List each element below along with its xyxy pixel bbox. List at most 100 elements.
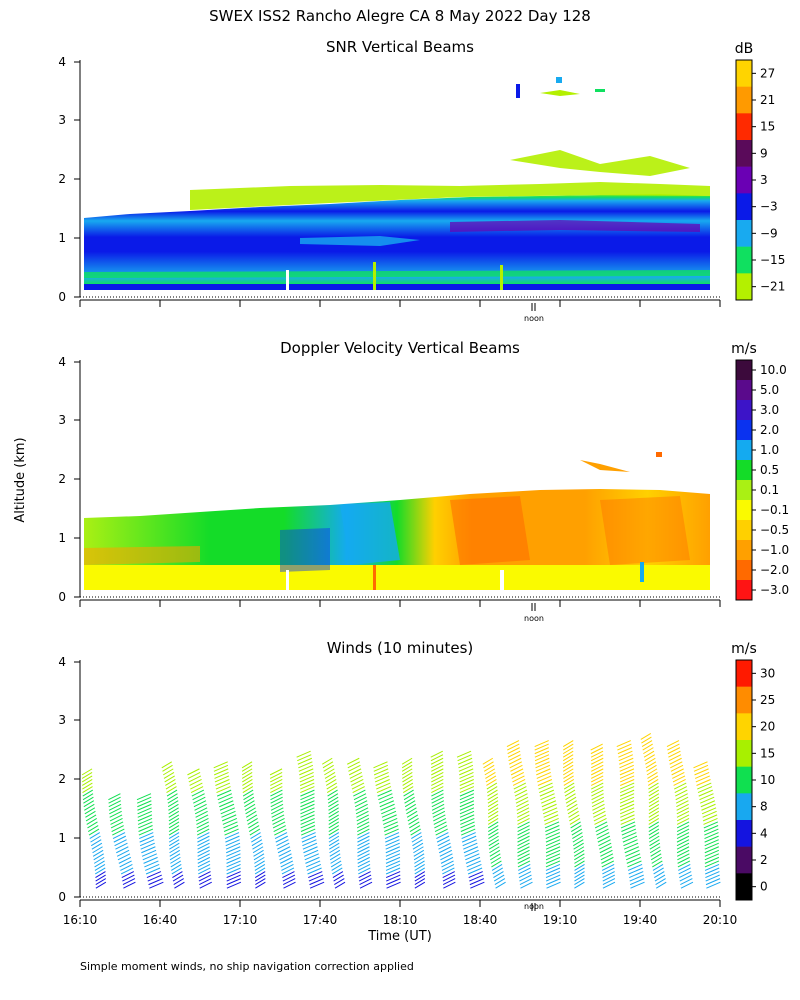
wind-barb xyxy=(123,881,136,889)
wind-barb xyxy=(650,849,661,857)
wind-barb xyxy=(562,747,574,755)
wind-barb xyxy=(139,839,155,847)
wind-barb xyxy=(190,786,204,794)
wind-barb xyxy=(508,757,522,765)
wind-barb xyxy=(694,771,710,779)
wind-barb xyxy=(297,757,313,765)
wind-barb xyxy=(438,842,451,850)
wind-barb xyxy=(627,863,643,871)
wind-barb xyxy=(667,743,680,751)
wind-barb xyxy=(254,864,266,871)
winds-panel-title: Winds (10 minutes) xyxy=(327,639,474,657)
wind-barb xyxy=(442,871,455,878)
wind-barb xyxy=(600,853,614,861)
wind-barb xyxy=(254,860,265,868)
wind-barb xyxy=(515,793,528,801)
wind-barb xyxy=(87,821,98,829)
wind-barb xyxy=(168,818,180,825)
wind-barb xyxy=(305,860,321,868)
wind-barb xyxy=(112,832,126,840)
wind-barb xyxy=(594,821,608,829)
wind-barb xyxy=(703,821,719,829)
wind-barb xyxy=(669,757,682,765)
wind-barb xyxy=(436,835,450,843)
wind-barb xyxy=(146,871,162,878)
wind-barb xyxy=(567,803,578,811)
wind-barb xyxy=(302,842,318,850)
wind-barb xyxy=(648,818,660,825)
wind-barb xyxy=(120,864,133,871)
wind-barb xyxy=(271,810,284,818)
wind-barb xyxy=(242,786,254,793)
wind-barb xyxy=(545,842,561,850)
wind-barb xyxy=(196,821,209,829)
wind-barb xyxy=(700,800,716,808)
wind-barb xyxy=(676,835,690,843)
wind-barb xyxy=(88,828,100,836)
wind-barb xyxy=(516,807,530,815)
wind-barb xyxy=(493,871,504,878)
wind-barb xyxy=(440,856,454,864)
wind-barb xyxy=(591,786,604,794)
wind-barb xyxy=(573,846,585,854)
wind-barb xyxy=(255,878,266,886)
wind-barb xyxy=(162,764,173,772)
wind-barb xyxy=(226,871,241,878)
wind-barb xyxy=(331,864,342,871)
wind-barb xyxy=(357,864,371,871)
wind-barb xyxy=(82,786,93,793)
wind-barb xyxy=(166,786,177,793)
wind-barb xyxy=(485,775,497,783)
wind-barb xyxy=(169,842,180,850)
wind-barb xyxy=(226,846,241,854)
wind-barb xyxy=(197,842,210,850)
wind-barb xyxy=(162,768,174,776)
wind-barb xyxy=(280,860,294,868)
wind-barb xyxy=(459,803,475,811)
wind-barb xyxy=(618,750,633,758)
wind-barb xyxy=(414,874,426,882)
wind-barb xyxy=(328,814,340,822)
wind-barb xyxy=(467,863,482,871)
wind-barb xyxy=(706,881,721,889)
wind-barb xyxy=(332,867,343,875)
wind-barb xyxy=(329,846,340,854)
wind-barb xyxy=(465,853,480,861)
wind-barb xyxy=(328,818,340,825)
wind-barb xyxy=(676,839,690,847)
wind-barb xyxy=(459,793,475,801)
wind-barb xyxy=(386,874,401,882)
wind-barb xyxy=(459,814,475,822)
wind-barb xyxy=(517,860,531,868)
wind-barb xyxy=(648,825,660,832)
wind-barb xyxy=(116,846,129,854)
wind-barb xyxy=(299,771,314,779)
wind-barb xyxy=(574,881,585,889)
wind-barb xyxy=(590,771,604,779)
colorbar-swatch xyxy=(736,193,752,221)
wind-barb xyxy=(353,793,367,801)
wind-barb xyxy=(198,867,211,875)
wind-barb xyxy=(198,871,211,878)
wind-barb xyxy=(402,782,414,790)
wind-barb xyxy=(82,789,94,797)
wind-barb xyxy=(193,800,207,808)
wind-barb xyxy=(519,874,532,882)
wind-barb xyxy=(562,743,574,751)
wind-barb xyxy=(357,846,370,854)
wind-barb xyxy=(275,835,288,843)
wind-barb xyxy=(413,853,425,861)
wind-barb xyxy=(384,825,399,832)
wind-barb xyxy=(269,771,283,779)
wind-barb xyxy=(641,740,653,747)
wind-barb xyxy=(537,779,553,786)
wind-barb xyxy=(108,800,122,808)
wind-barb xyxy=(108,793,121,801)
wind-barb xyxy=(539,789,555,797)
wind-barb xyxy=(407,814,419,822)
wind-barb xyxy=(648,796,660,804)
wind-barb xyxy=(617,743,632,751)
wind-barb xyxy=(406,807,417,815)
wind-barb xyxy=(282,878,296,886)
wind-barb xyxy=(373,768,389,776)
